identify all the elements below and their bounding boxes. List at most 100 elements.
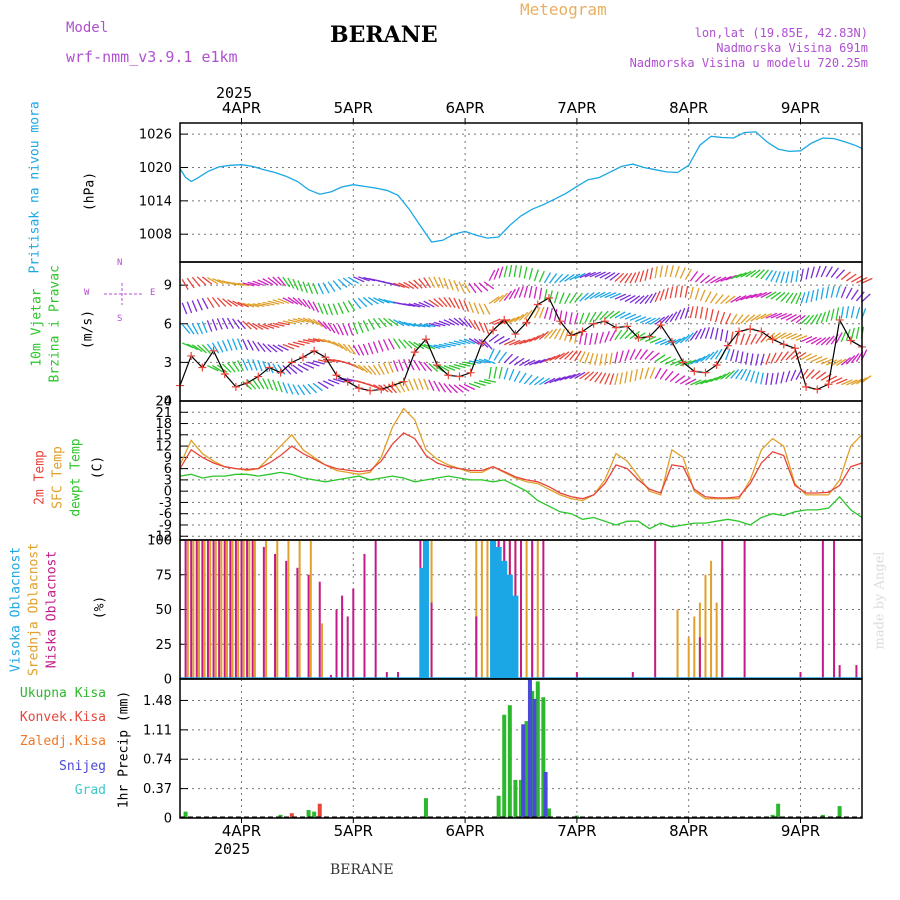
precip-bar-conv: [289, 813, 294, 818]
cloud-bar-low: [397, 672, 400, 679]
wind-arrow: [277, 276, 287, 287]
wind-arrow: [383, 317, 393, 327]
wind-arrow: [347, 344, 356, 355]
wind-arrow: [669, 265, 674, 278]
wind-arrow: [388, 282, 401, 287]
wind-arrow: [207, 364, 219, 372]
wind-arrow: [187, 379, 198, 383]
cloud-bar-low: [246, 540, 249, 679]
y-tick-label: 1014: [139, 194, 172, 209]
wind-arrow: [760, 269, 770, 280]
wind-arrow: [252, 280, 265, 286]
cloud-bar-mid: [704, 574, 707, 679]
cloud-bar-mid: [248, 540, 251, 679]
wind-arrow: [614, 293, 627, 300]
wind-arrow: [553, 291, 559, 304]
wind-arrow: [604, 272, 616, 280]
wind-arrow: [755, 291, 768, 299]
wind-arrow: [629, 370, 633, 383]
wind-arrow: [196, 298, 203, 311]
precip-bar-total: [312, 811, 317, 818]
wind-arrow: [327, 322, 336, 334]
cloud-bar-low: [296, 567, 299, 679]
wind-marker: [220, 369, 229, 378]
wind-arrow: [534, 358, 546, 365]
wind-arrow: [835, 285, 841, 298]
wind-arrow: [564, 373, 576, 380]
wind-marker: [198, 363, 207, 372]
wind-arrow: [599, 310, 609, 321]
precip-bar-snow: [543, 771, 548, 818]
wind-arrow: [805, 354, 818, 361]
wind-arrow: [534, 332, 545, 341]
precip-bar-total: [502, 714, 507, 818]
wind-arrow: [549, 377, 561, 384]
wind-arrow: [654, 354, 666, 363]
wind-arrow: [604, 373, 611, 385]
wind-arrow: [679, 307, 686, 320]
wind-arrow: [845, 287, 853, 299]
cloud-bar-low: [698, 637, 701, 679]
panel-frame: [179, 678, 863, 819]
precip-bar-total: [530, 690, 535, 818]
precip-bar-conv: [317, 803, 322, 818]
wind-marker: [298, 353, 307, 362]
wind-marker: [187, 351, 196, 360]
wind-arrow: [624, 295, 636, 303]
wind-arrow: [312, 282, 319, 295]
wind-arrow: [725, 295, 736, 304]
cloud-bar-low: [335, 609, 338, 679]
wind-arrow: [664, 358, 677, 365]
wind-arrow: [780, 371, 785, 384]
wind-arrow: [705, 275, 716, 284]
wind-marker: [835, 315, 844, 324]
wind-arrow: [704, 327, 710, 339]
wind-arrow: [659, 356, 671, 364]
wind-arrow: [483, 281, 495, 290]
wind-arrow: [533, 307, 541, 319]
wind-marker: [466, 368, 475, 377]
wind-arrow: [855, 291, 865, 302]
wind-arrow: [307, 300, 315, 311]
wind-arrow: [780, 332, 792, 340]
wind-arrow: [533, 286, 538, 299]
wind-arrow: [659, 315, 670, 325]
cloud-bar-low: [475, 616, 478, 679]
wind-arrow: [735, 272, 747, 279]
cloud-bar-mid: [287, 540, 290, 679]
precip-bar-total: [183, 811, 188, 818]
wind-arrow: [584, 292, 595, 301]
wind-arrow: [830, 359, 843, 367]
wind-marker: [477, 339, 486, 348]
wind-arrow: [433, 344, 446, 349]
wind-arrow: [785, 313, 797, 321]
wind-arrow: [503, 367, 509, 380]
wind-arrow: [805, 314, 815, 325]
y-tick-label: 1026: [139, 128, 172, 143]
wind-arrow: [614, 272, 625, 283]
wind-arrow: [835, 358, 847, 367]
wind-arrow: [448, 383, 458, 394]
wind-arrow: [443, 277, 449, 290]
wind-arrow: [589, 311, 597, 323]
wind-arrow: [342, 324, 349, 336]
wind-arrow: [825, 310, 831, 323]
wind-arrow: [850, 353, 860, 364]
wind-arrow: [710, 375, 722, 383]
wind-arrow: [292, 341, 305, 346]
wind-arrow: [790, 270, 794, 283]
wind-arrow: [825, 335, 835, 346]
wind-arrow: [217, 385, 229, 388]
cloud-bar-mid: [320, 623, 323, 679]
wind-arrow: [690, 357, 702, 365]
cloud-bar-low: [654, 540, 657, 679]
wind-arrow: [589, 352, 594, 365]
wind-arrow: [574, 350, 582, 362]
wind-arrow: [594, 332, 599, 345]
wind-arrow: [705, 351, 715, 361]
cloud-bar-low: [240, 540, 243, 679]
wind-arrow: [212, 364, 223, 373]
wind-arrow: [252, 378, 261, 390]
wind-arrow: [755, 371, 760, 384]
wind-marker: [790, 344, 799, 353]
